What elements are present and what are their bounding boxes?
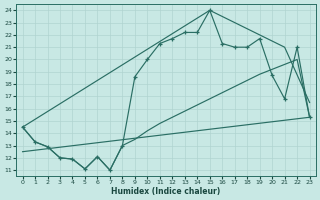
X-axis label: Humidex (Indice chaleur): Humidex (Indice chaleur) xyxy=(111,187,221,196)
